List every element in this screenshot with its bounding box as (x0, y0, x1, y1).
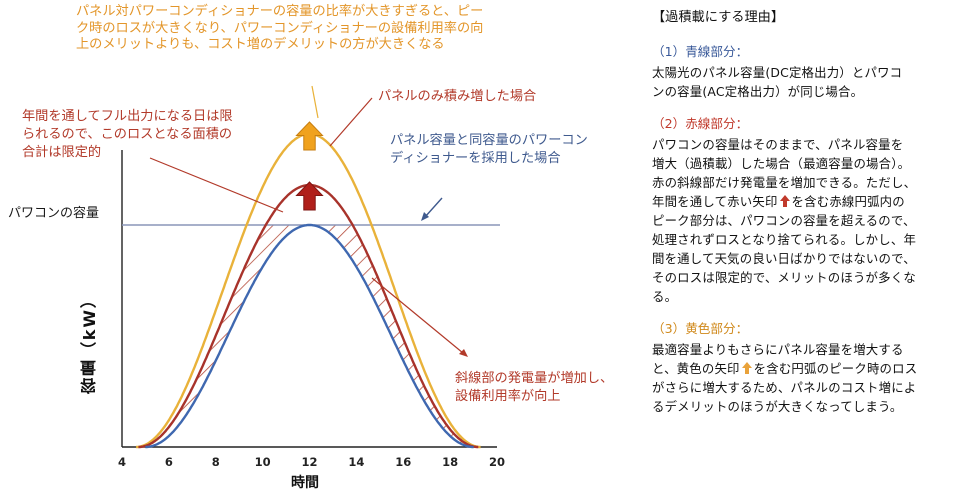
section-yellow-heading: （3）黄色部分： (652, 321, 749, 336)
orange-annotation-line: パネル対パワーコンディショナーの容量の比率が大きすぎると、ピー (76, 4, 484, 19)
yellow-arrow-icon (295, 121, 324, 151)
hatched-gain-area (138, 225, 479, 447)
explanation-panel: 【過積載にする理由】 （1）青線部分： 太陽光のパネル容量(DC定格出力）とパワ… (652, 6, 952, 428)
body-line: 赤の斜線部だけ発電量を増加できる。ただし、 (652, 175, 917, 190)
pointer-red-left (149, 157, 284, 213)
body-line: ピーク部分は、パワコンの容量を超えるので、 (652, 213, 916, 228)
section-blue: （1）青線部分： 太陽光のパネル容量(DC定格出力）とパワコ ンの容量(AC定格… (652, 41, 952, 101)
red-arrow-icon (779, 195, 790, 207)
body-line-part: を含む円弧のピーク時のロス (753, 361, 918, 376)
body-line: 間を通して天気の良い日ばかりではないので、 (652, 251, 916, 266)
section-red-heading: （2）赤線部分： (652, 116, 749, 131)
x-tick-label: 16 (395, 455, 411, 469)
pointer-red-right-head (459, 349, 468, 357)
pointer-red-right (371, 277, 464, 354)
series-line-blue (145, 223, 474, 449)
red-left-line: 年間を通してフル出力になる日は限 (22, 109, 233, 124)
orange-annotation-line: ク時のロスが大きくなり、パワーコンディショナーの設備利用率の向 (76, 20, 484, 36)
x-tick-label: 10 (255, 455, 271, 469)
red-left-line: 合計は限定的 (22, 145, 102, 160)
section-blue-body: 太陽光のパネル容量(DC定格出力）とパワコ ンの容量(AC定格出力）が同じ場合。 (652, 63, 952, 101)
blue-annotation-line: パネル容量と同容量のパワーコン (390, 133, 588, 148)
red-right-annotation: 斜線部の発電量が増加し、 設備利用率が向上 (455, 370, 655, 406)
body-line: 太陽光のパネル容量(DC定格出力）とパワコ (652, 65, 903, 80)
pointer-yellow (311, 85, 319, 119)
pointer-red-top (329, 97, 373, 147)
body-line: 最適容量よりもさらにパネル容量を増大する (652, 342, 904, 357)
body-line-with-icon: と、黄色の矢印 を含む円弧のピーク時のロス (652, 359, 952, 378)
red-top-annotation: パネルのみ積み増した場合 (378, 89, 537, 104)
blue-annotation: パネル容量と同容量のパワーコン ディショナーを採用した場合 (390, 132, 640, 168)
body-line: ンの容量(AC定格出力）が同じ場合。 (652, 84, 864, 99)
body-line: そのロスは限定的で、メリットのほうが多くな (652, 270, 916, 285)
orange-annotation-line: 上のメリットよりも、コスト増のデメリットの方が大きくなる (76, 37, 445, 52)
capacity-chart: 4 6 8 10 12 14 16 18 20 (118, 85, 505, 469)
section-red-body: パワコンの容量はそのままで、パネル容量を 増大（過積載）した場合（最適容量の場合… (652, 135, 952, 306)
pointer-blue (424, 197, 443, 218)
x-tick-label: 18 (442, 455, 458, 469)
body-line: 増大（過積載）した場合（最適容量の場合）。 (652, 156, 911, 171)
red-arrow-icon (295, 181, 324, 211)
pointer-blue-head (421, 212, 429, 221)
panel-title: 【過積載にする理由】 (652, 10, 785, 25)
blue-annotation-line: ディショナーを採用した場合 (390, 151, 561, 166)
red-left-line: られるので、このロスとなる面積の (22, 127, 233, 142)
x-tick-label: 14 (348, 455, 364, 469)
yellow-arrow-icon (741, 362, 752, 374)
section-yellow-body: 最適容量よりもさらにパネル容量を増大する と、黄色の矢印 を含む円弧のピーク時のロ… (652, 340, 952, 416)
body-line: 処理されずロスとなり捨てられる。しかし、年 (652, 232, 917, 247)
body-line-part: と、黄色の矢印 (652, 361, 740, 376)
body-line: がさらに増大するため、パネルのコスト増によ (652, 380, 917, 395)
orange-annotation: パネル対パワーコンディショナーの容量の比率が大きすぎると、ピー ク時のロスが大き… (76, 4, 596, 54)
x-tick-label: 4 (118, 455, 126, 469)
x-tick-label: 20 (489, 455, 505, 469)
x-axis-label: 時間 (291, 475, 319, 491)
body-line-with-icon: 年間を通して赤い矢印 を含む赤線円弧内の (652, 192, 952, 211)
x-tick-label: 12 (301, 455, 317, 469)
body-line-part: 年間を通して赤い矢印 (652, 194, 778, 209)
red-right-line: 設備利用率が向上 (455, 389, 561, 404)
body-line-part: を含む赤線円弧内の (791, 194, 905, 209)
capacity-label: パワコンの容量 (8, 206, 100, 221)
red-left-annotation: 年間を通してフル出力になる日は限 られるので、このロスとなる面積の 合計は限定的 (22, 108, 262, 162)
section-yellow: （3）黄色部分： 最適容量よりもさらにパネル容量を増大する と、黄色の矢印 を含む… (652, 318, 952, 416)
x-tick-label: 8 (212, 455, 220, 469)
body-line: る。 (652, 289, 678, 304)
section-blue-heading: （1）青線部分： (652, 44, 749, 59)
body-line: るデメリットのほうが大きくなってしまう。 (652, 399, 903, 414)
section-red: （2）赤線部分： パワコンの容量はそのままで、パネル容量を 増大（過積載）した場… (652, 113, 952, 306)
x-tick-label: 6 (165, 455, 173, 469)
body-line: パワコンの容量はそのままで、パネル容量を (652, 137, 904, 152)
red-right-line: 斜線部の発電量が増加し、 (455, 371, 614, 386)
